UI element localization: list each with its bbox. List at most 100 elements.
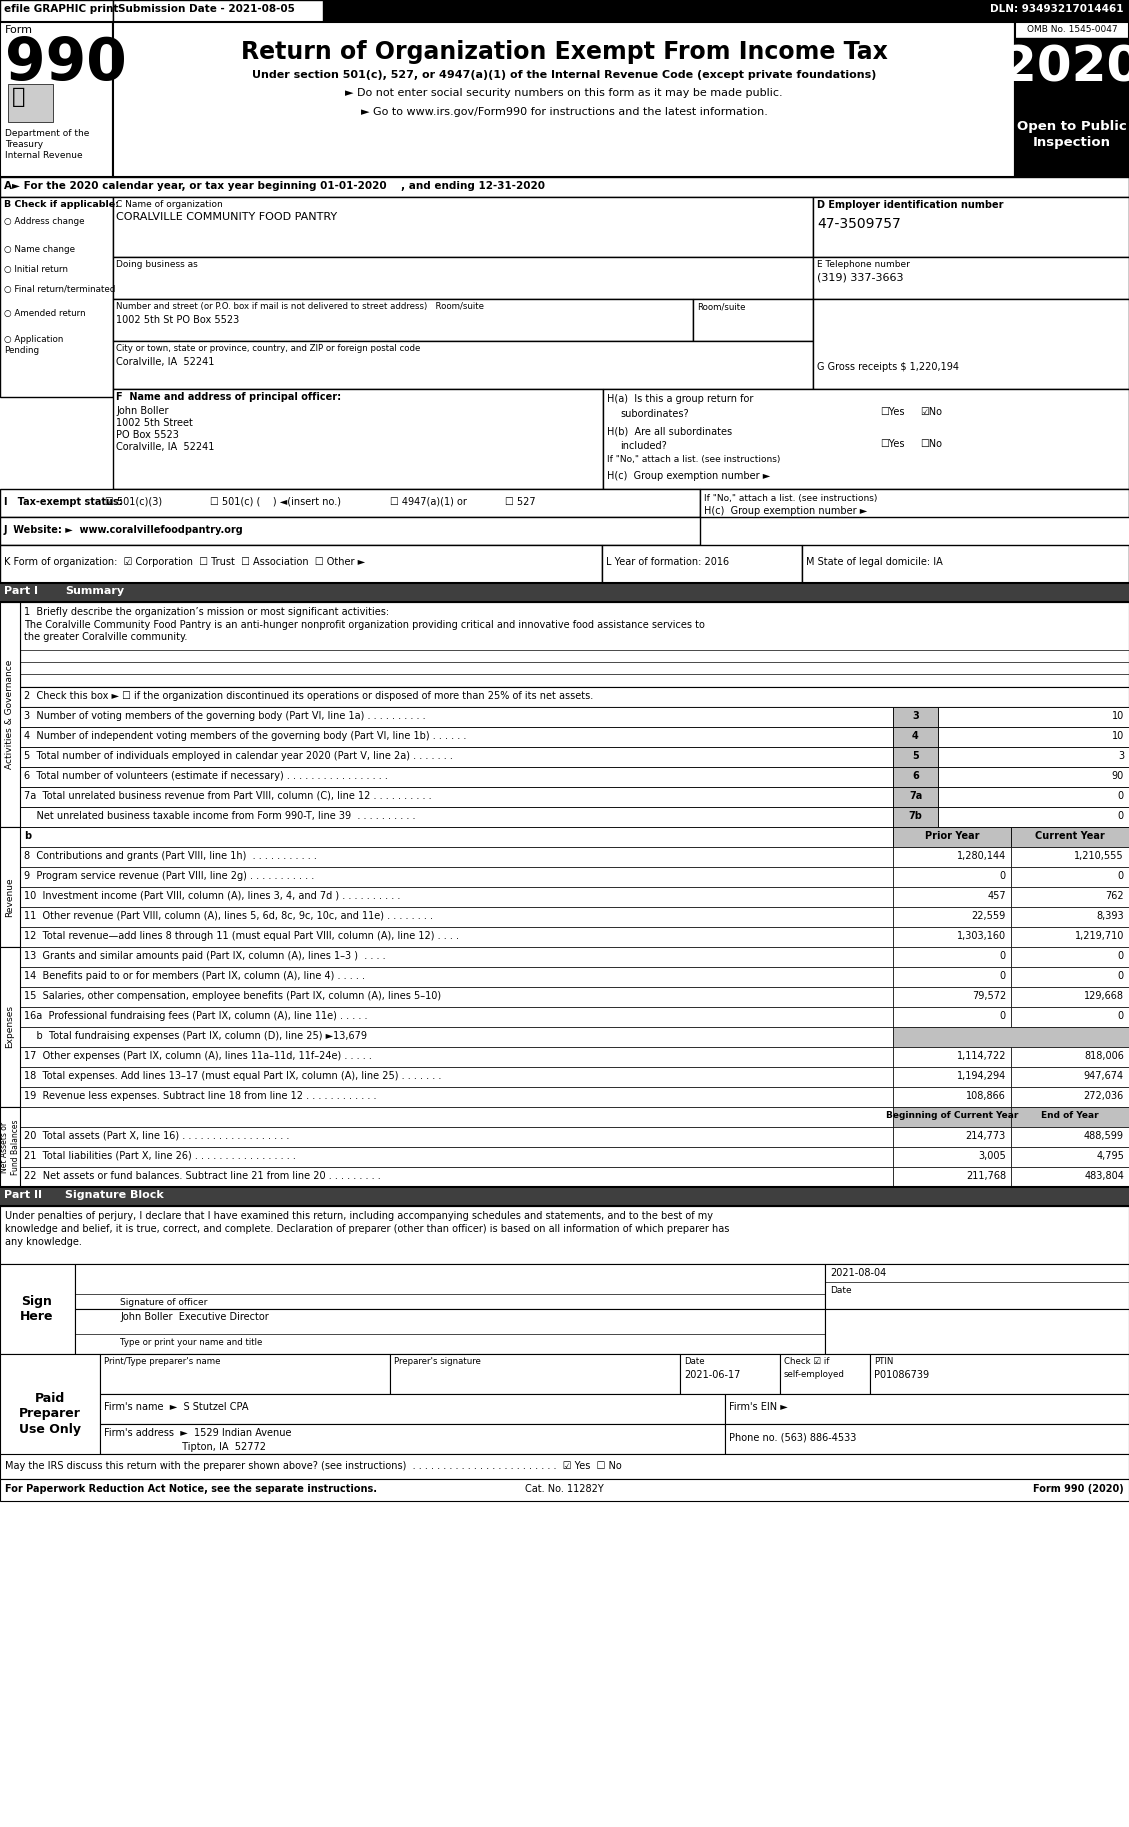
- Bar: [0, 1107, 20, 1188]
- Bar: [1010, 886, 1129, 906]
- Text: ☐ 527: ☐ 527: [505, 497, 535, 508]
- Bar: [893, 1087, 1010, 1107]
- Bar: [1010, 1127, 1129, 1147]
- Text: 1  Briefly describe the organization’s mission or most significant activities:: 1 Briefly describe the organization’s mi…: [24, 607, 390, 618]
- Bar: [113, 0, 323, 22]
- Bar: [75, 1264, 825, 1308]
- Bar: [0, 0, 1129, 22]
- Text: any knowledge.: any knowledge.: [5, 1237, 82, 1248]
- Text: 0: 0: [1118, 791, 1124, 800]
- Bar: [725, 1394, 1129, 1423]
- Bar: [1010, 1087, 1129, 1107]
- Text: 0: 0: [1118, 970, 1124, 981]
- Text: Open to Public
Inspection: Open to Public Inspection: [1017, 121, 1127, 150]
- Bar: [693, 300, 813, 342]
- Bar: [893, 808, 938, 828]
- Text: Print/Type preparer's name: Print/Type preparer's name: [104, 1357, 220, 1367]
- Text: 🦅: 🦅: [12, 88, 25, 108]
- Text: C Name of organization: C Name of organization: [116, 199, 222, 208]
- Text: 79,572: 79,572: [972, 990, 1006, 1001]
- Text: 4  Number of independent voting members of the governing body (Part VI, line 1b): 4 Number of independent voting members o…: [24, 731, 466, 742]
- Bar: [725, 1423, 1129, 1454]
- Text: 47-3509757: 47-3509757: [817, 217, 901, 230]
- Bar: [20, 987, 893, 1007]
- Text: 6: 6: [912, 771, 919, 780]
- Text: Phone no. (563) 886-4533: Phone no. (563) 886-4533: [729, 1432, 857, 1442]
- Text: 2  Check this box ► ☐ if the organization discontinued its operations or dispose: 2 Check this box ► ☐ if the organization…: [24, 691, 593, 702]
- Text: The Coralville Community Food Pantry is an anti-hunger nonprofit organization pr: The Coralville Community Food Pantry is …: [24, 619, 704, 630]
- Bar: [0, 490, 700, 517]
- Text: 2020: 2020: [1003, 44, 1129, 91]
- Bar: [1010, 1047, 1129, 1067]
- Bar: [893, 868, 1010, 886]
- Text: 211,768: 211,768: [966, 1171, 1006, 1180]
- Text: 7b: 7b: [909, 811, 922, 820]
- Text: Signature of officer: Signature of officer: [120, 1297, 208, 1306]
- Text: If "No," attach a list. (see instructions): If "No," attach a list. (see instruction…: [704, 493, 877, 502]
- Text: 8,393: 8,393: [1096, 912, 1124, 921]
- Text: 483,804: 483,804: [1084, 1171, 1124, 1180]
- Text: 1,303,160: 1,303,160: [957, 932, 1006, 941]
- Bar: [893, 848, 1010, 868]
- Bar: [0, 603, 20, 828]
- Text: Check ☑ if: Check ☑ if: [784, 1357, 830, 1367]
- Bar: [825, 1264, 1129, 1308]
- Text: Preparer's signature: Preparer's signature: [394, 1357, 481, 1367]
- Bar: [0, 1206, 1129, 1264]
- Bar: [893, 1147, 1010, 1167]
- Bar: [113, 342, 813, 389]
- Bar: [938, 808, 1129, 828]
- Text: 0: 0: [1000, 1010, 1006, 1021]
- Text: 5: 5: [912, 751, 919, 762]
- Text: Activities & Governance: Activities & Governance: [6, 660, 15, 769]
- Bar: [893, 787, 938, 808]
- Text: F  Name and address of principal officer:: F Name and address of principal officer:: [116, 393, 341, 402]
- Bar: [870, 1354, 1129, 1394]
- Bar: [100, 1423, 725, 1454]
- Text: 90: 90: [1112, 771, 1124, 780]
- Bar: [700, 490, 1129, 517]
- Bar: [0, 544, 602, 583]
- Text: (319) 337-3663: (319) 337-3663: [817, 272, 903, 283]
- Bar: [75, 1308, 825, 1354]
- Text: Firm's EIN ►: Firm's EIN ►: [729, 1401, 788, 1412]
- Bar: [938, 767, 1129, 787]
- Text: 1,194,294: 1,194,294: [956, 1071, 1006, 1082]
- Text: PO Box 5523: PO Box 5523: [116, 429, 178, 440]
- Bar: [20, 868, 893, 886]
- Text: b  Total fundraising expenses (Part IX, column (D), line 25) ►13,679: b Total fundraising expenses (Part IX, c…: [24, 1030, 367, 1041]
- Bar: [938, 747, 1129, 767]
- Text: subordinates?: subordinates?: [620, 409, 689, 418]
- Text: 7a: 7a: [909, 791, 922, 800]
- Text: DLN: 93493217014461: DLN: 93493217014461: [990, 4, 1124, 15]
- Text: 0: 0: [1118, 1010, 1124, 1021]
- Text: Under penalties of perjury, I declare that I have examined this return, includin: Under penalties of perjury, I declare th…: [5, 1211, 714, 1220]
- Bar: [0, 583, 1129, 603]
- Bar: [813, 300, 1129, 389]
- Text: ☑ 501(c)(3): ☑ 501(c)(3): [105, 497, 163, 508]
- Bar: [893, 828, 1129, 848]
- Bar: [1010, 1067, 1129, 1087]
- Bar: [20, 1067, 893, 1087]
- Text: 3: 3: [1118, 751, 1124, 762]
- Text: Tipton, IA  52772: Tipton, IA 52772: [104, 1442, 266, 1452]
- Bar: [893, 906, 1010, 926]
- Bar: [20, 946, 893, 966]
- Bar: [20, 767, 893, 787]
- Text: D Employer identification number: D Employer identification number: [817, 199, 1004, 210]
- Text: 9  Program service revenue (Part VIII, line 2g) . . . . . . . . . . .: 9 Program service revenue (Part VIII, li…: [24, 871, 314, 881]
- Text: PTIN: PTIN: [874, 1357, 893, 1367]
- Bar: [893, 707, 938, 727]
- Text: ☐ 501(c) (    ) ◄(insert no.): ☐ 501(c) ( ) ◄(insert no.): [210, 497, 341, 508]
- Text: Part I: Part I: [5, 586, 38, 596]
- Bar: [20, 828, 893, 848]
- Text: 10: 10: [1112, 731, 1124, 742]
- Bar: [893, 966, 1010, 987]
- Text: G Gross receipts $ 1,220,194: G Gross receipts $ 1,220,194: [817, 362, 959, 373]
- Text: 4: 4: [912, 731, 919, 742]
- Text: 14  Benefits paid to or for members (Part IX, column (A), line 4) . . . . .: 14 Benefits paid to or for members (Part…: [24, 970, 365, 981]
- Bar: [20, 808, 893, 828]
- Bar: [20, 906, 893, 926]
- Bar: [0, 517, 700, 544]
- Bar: [20, 1147, 893, 1167]
